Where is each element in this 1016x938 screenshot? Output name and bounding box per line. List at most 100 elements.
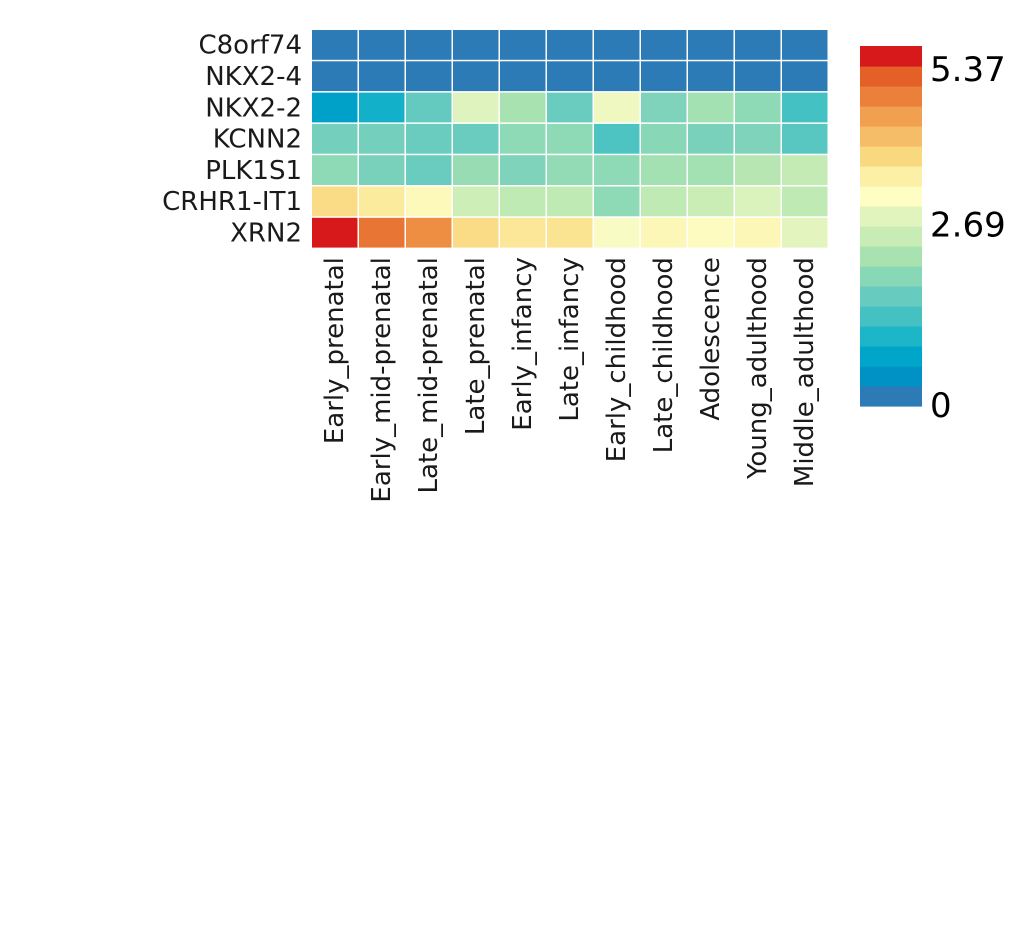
heatmap-cell xyxy=(453,92,499,123)
heatmap-cell xyxy=(500,217,546,248)
heatmap-cell xyxy=(641,155,687,185)
heatmap-cell xyxy=(641,186,687,217)
column-label: Early_infancy xyxy=(508,257,538,431)
heatmap-cell xyxy=(453,217,499,248)
heatmap-cell xyxy=(312,186,358,217)
heatmap-cell xyxy=(641,61,687,92)
row-label: CRHR1-IT1 xyxy=(162,187,302,217)
colorbar-segment xyxy=(860,186,922,207)
colorbar xyxy=(860,46,922,407)
heatmap-cell xyxy=(735,30,781,60)
heatmap-cell xyxy=(594,61,640,92)
colorbar-segment xyxy=(860,286,922,307)
heatmap-cell xyxy=(782,217,828,248)
heatmap-cell xyxy=(547,123,593,154)
heatmap-cell xyxy=(406,123,452,154)
heatmap-cell xyxy=(688,123,734,154)
colorbar-segment xyxy=(860,266,922,287)
column-label: Late_prenatal xyxy=(461,257,491,435)
colorbar-segment xyxy=(860,386,922,407)
heatmap-cell xyxy=(735,61,781,92)
colorbar-segment xyxy=(860,46,922,67)
column-label: Early_childhood xyxy=(602,257,632,462)
heatmap-cell xyxy=(406,217,452,248)
colorbar-segment xyxy=(860,146,922,167)
heatmap-cell xyxy=(359,123,405,154)
colorbar-segment xyxy=(860,226,922,247)
heatmap-cell xyxy=(453,155,499,185)
heatmap-cell xyxy=(782,186,828,217)
heatmap-cell xyxy=(453,61,499,92)
heatmap-cell xyxy=(735,123,781,154)
heatmap-cell xyxy=(312,155,358,185)
row-labels: C8orf74NKX2-4NKX2-2KCNN2PLK1S1CRHR1-IT1X… xyxy=(162,31,302,249)
heatmap-cell xyxy=(641,217,687,248)
heatmap-cell xyxy=(406,61,452,92)
colorbar-segment xyxy=(860,166,922,187)
row-label: KCNN2 xyxy=(213,125,302,155)
heatmap-cell xyxy=(641,92,687,123)
row-label: C8orf74 xyxy=(198,31,302,61)
heatmap-cell xyxy=(406,186,452,217)
heatmap-cell xyxy=(359,30,405,60)
heatmap-cell xyxy=(594,30,640,60)
heatmap-cell xyxy=(641,30,687,60)
row-label: NKX2-4 xyxy=(205,62,302,92)
colorbar-labels: 5.37 2.69 0 xyxy=(930,50,1006,426)
row-label: NKX2-2 xyxy=(205,93,302,123)
heatmap-cell xyxy=(500,155,546,185)
heatmap-cell xyxy=(453,123,499,154)
column-label: Early_prenatal xyxy=(320,257,350,444)
heatmap-cell xyxy=(688,155,734,185)
column-label: Early_mid-prenatal xyxy=(367,257,397,502)
colorbar-segment xyxy=(860,126,922,147)
heatmap-cell xyxy=(312,217,358,248)
heatmap-cell xyxy=(359,155,405,185)
column-label: Late_infancy xyxy=(555,257,585,422)
heatmap-cell xyxy=(500,186,546,217)
heatmap-cell xyxy=(406,30,452,60)
column-label: Young_adulthood xyxy=(743,257,773,480)
heatmap-cell xyxy=(500,92,546,123)
heatmap-cell xyxy=(312,30,358,60)
heatmap-cell xyxy=(782,61,828,92)
heatmap-cell xyxy=(688,186,734,217)
column-label: Late_childhood xyxy=(649,257,679,453)
row-label: PLK1S1 xyxy=(205,156,302,186)
heatmap-cell xyxy=(547,155,593,185)
heatmap-cell xyxy=(547,30,593,60)
heatmap-cell xyxy=(688,217,734,248)
heatmap-cell xyxy=(500,30,546,60)
heatmap-cell xyxy=(641,123,687,154)
colorbar-segment xyxy=(860,306,922,327)
column-label: Late_mid-prenatal xyxy=(414,257,444,493)
heatmap-cell xyxy=(688,92,734,123)
row-label: XRN2 xyxy=(230,218,302,248)
colorbar-segment xyxy=(860,366,922,387)
column-label: Adolescence xyxy=(696,257,726,421)
colorbar-tick-label: 5.37 xyxy=(930,50,1006,90)
heatmap-cell xyxy=(688,61,734,92)
heatmap-cell xyxy=(406,92,452,123)
colorbar-tick-label: 2.69 xyxy=(930,206,1006,246)
heatmap-cell xyxy=(688,30,734,60)
heatmap-cell xyxy=(782,123,828,154)
heatmap-cell xyxy=(782,155,828,185)
heatmap-cell xyxy=(500,123,546,154)
heatmap-cell xyxy=(594,92,640,123)
heatmap-cell xyxy=(782,30,828,60)
colorbar-segment xyxy=(860,326,922,347)
heatmap-cell xyxy=(735,155,781,185)
heatmap-cell xyxy=(735,217,781,248)
colorbar-segment xyxy=(860,246,922,267)
colorbar-tick-label: 0 xyxy=(930,386,952,426)
colorbar-segment xyxy=(860,346,922,367)
heatmap-cell xyxy=(594,155,640,185)
colorbar-segment xyxy=(860,106,922,127)
heatmap-cell xyxy=(359,186,405,217)
heatmap-cell xyxy=(359,217,405,248)
heatmap-cell xyxy=(594,186,640,217)
heatmap-cell xyxy=(312,61,358,92)
heatmap-cell xyxy=(547,61,593,92)
